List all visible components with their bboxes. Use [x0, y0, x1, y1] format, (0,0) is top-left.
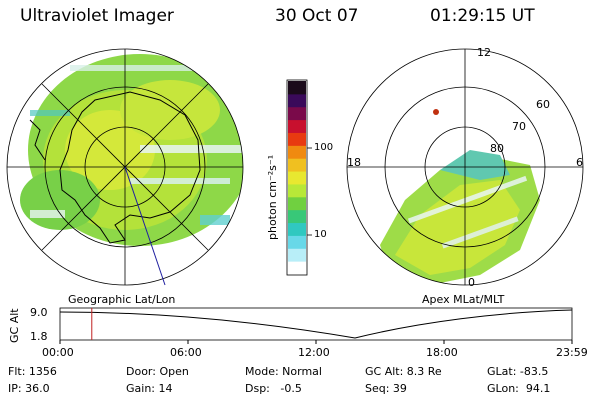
colorbar-swatch	[288, 196, 306, 211]
mlat-label-60: 60	[536, 98, 550, 111]
info-gc-alt: GC Alt: 8.3 Re	[365, 365, 442, 378]
info-ip: IP: 36.0	[8, 382, 50, 395]
colorbar-swatch	[288, 222, 306, 236]
colorbar-swatch	[288, 93, 306, 108]
geographic-caption: Geographic Lat/Lon	[68, 293, 176, 306]
colorbar-swatch	[288, 235, 306, 249]
timeline-xtick-4: 23:59	[556, 346, 588, 359]
apex-caption: Apex MLat/MLT	[422, 293, 505, 306]
colorbar-swatch	[288, 81, 306, 95]
info-glon: GLon: 94.1	[487, 382, 551, 395]
timeline-ytick-high: 9.0	[30, 306, 48, 319]
timeline-ylabel: GC Alt	[8, 308, 21, 343]
timeline-ytick-low: 1.8	[30, 330, 48, 343]
timeline-xtick-0: 00:00	[42, 346, 74, 359]
info-seq: Seq: 39	[365, 382, 407, 395]
colorbar-swatch	[288, 145, 306, 159]
geographic-image	[6, 48, 244, 286]
apex-image	[346, 48, 584, 286]
app-title: Ultraviolet Imager	[20, 6, 174, 26]
info-door: Door: Open	[126, 365, 189, 378]
info-dsp: Dsp: -0.5	[245, 382, 302, 395]
time-label: 01:29:15 UT	[430, 6, 535, 26]
colorbar-swatch	[288, 119, 306, 133]
colorbar-swatch	[288, 209, 306, 224]
coastline	[59, 91, 201, 244]
colorbar	[286, 79, 312, 276]
info-mode: Mode: Normal	[245, 365, 322, 378]
mlt-label-top: 12	[477, 46, 491, 59]
date-label: 30 Oct 07	[275, 6, 359, 26]
info-glat: GLat: -83.5	[487, 365, 549, 378]
timeline-xtick-3: 18:00	[426, 346, 458, 359]
mlat-label-80: 80	[490, 142, 504, 155]
mlt-label-right: 6	[576, 156, 583, 169]
timeline-xtick-1: 06:00	[170, 346, 202, 359]
colorbar-swatch	[288, 248, 306, 262]
info-gain: Gain: 14	[126, 382, 173, 395]
colorbar-unit: photon cm⁻²s⁻¹	[266, 154, 279, 240]
colorbar-tick-10: 10	[314, 229, 327, 240]
colorbar-swatch	[288, 261, 306, 275]
colorbar-swatch	[288, 171, 306, 185]
mlt-label-left: 18	[347, 156, 361, 169]
colorbar-swatch	[288, 183, 306, 198]
timeline-plot	[59, 307, 573, 344]
mlt-label-bottom: 0	[468, 276, 475, 289]
colorbar-swatch	[288, 158, 306, 172]
colorbar-swatch	[288, 132, 306, 146]
timeline-xtick-2: 12:00	[298, 346, 330, 359]
info-flight: Flt: 1356	[8, 365, 57, 378]
colorbar-tick-100: 100	[314, 142, 334, 153]
colorbar-swatch	[288, 106, 306, 121]
mlat-label-70: 70	[512, 120, 526, 133]
